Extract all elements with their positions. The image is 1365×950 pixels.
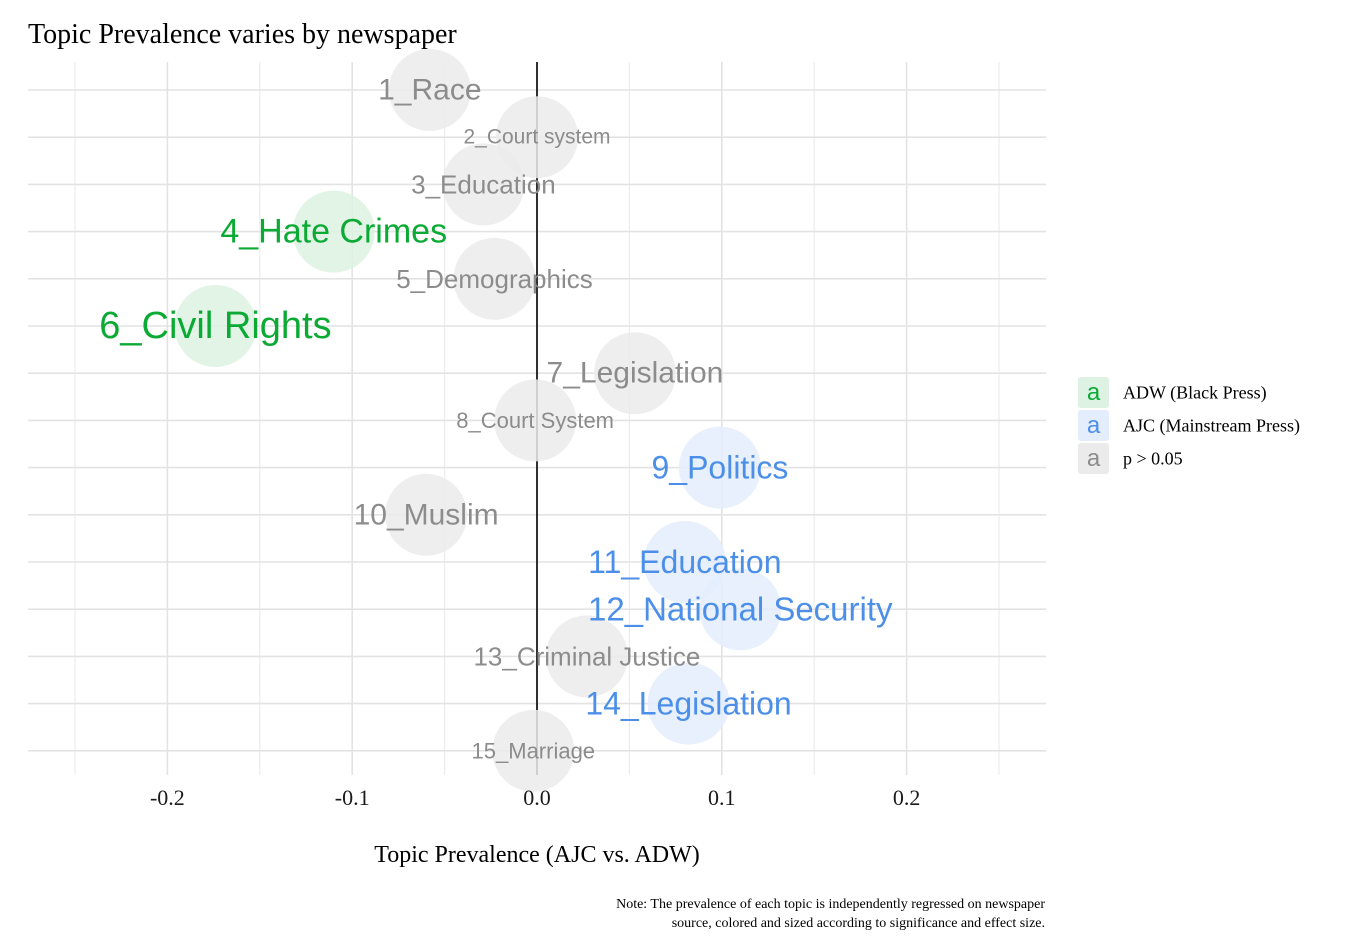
data-point-bubble bbox=[647, 662, 730, 745]
x-axis-label: Topic Prevalence (AJC vs. ADW) bbox=[374, 842, 700, 868]
data-point-label: 6_Civil Rights bbox=[99, 305, 331, 347]
x-tick-label: -0.1 bbox=[335, 785, 370, 810]
data-point-label: 11_Education bbox=[588, 544, 781, 580]
data-point-label: 14_Legislation bbox=[585, 686, 791, 722]
x-tick-label: -0.2 bbox=[150, 785, 185, 810]
data-point-label: 9_Politics bbox=[651, 450, 788, 486]
data-point-bubble bbox=[494, 379, 577, 462]
note-line-1: Note: The prevalence of each topic is in… bbox=[616, 897, 1045, 912]
data-point-label: 12_National Security bbox=[588, 591, 893, 628]
data-point-bubble bbox=[174, 285, 257, 367]
legend-label: ADW (Black Press) bbox=[1123, 383, 1267, 404]
data-point-bubble bbox=[385, 473, 468, 556]
legend-key bbox=[1078, 410, 1109, 441]
data-point-label: 10_Muslim bbox=[354, 498, 499, 531]
data-point-bubble bbox=[453, 237, 536, 320]
legend-key-glyph: a bbox=[1087, 379, 1101, 406]
x-tick-label: 0.1 bbox=[708, 785, 736, 810]
legend: a ADW (Black Press) a AJC (Mainstream Press… bbox=[1078, 377, 1300, 474]
data-point-label: 1_Race bbox=[378, 74, 481, 107]
legend-key-glyph: a bbox=[1087, 412, 1101, 439]
legend-label: AJC (Mainstream Press) bbox=[1123, 416, 1300, 437]
x-tick-label: 0.2 bbox=[893, 785, 921, 810]
data-point-bubble bbox=[678, 426, 761, 509]
data-point-bubble bbox=[699, 568, 782, 651]
data-point-label: 13_Criminal Justice bbox=[473, 641, 700, 671]
data-point-label: 7_Legislation bbox=[547, 357, 724, 390]
bubble-layer bbox=[174, 49, 782, 792]
data-point-label: 5_Demographics bbox=[396, 264, 593, 294]
data-point-label: 15_Marriage bbox=[472, 738, 596, 763]
x-tick-label: 0.0 bbox=[523, 785, 551, 810]
data-point-bubble bbox=[292, 190, 375, 273]
legend-key bbox=[1078, 377, 1109, 408]
x-axis-ticks: -0.2 -0.1 0.0 0.1 0.2 bbox=[150, 785, 920, 810]
legend-label: p > 0.05 bbox=[1123, 449, 1183, 469]
data-point-bubble bbox=[593, 332, 676, 415]
legend-key-glyph: a bbox=[1087, 445, 1101, 472]
data-point-label: 4_Hate Crimes bbox=[220, 213, 447, 251]
point-label-layer: 1_Race 2_Court system 3_Education 4_Hate Cr… bbox=[99, 74, 893, 764]
data-point-bubble bbox=[388, 49, 471, 131]
chart-title: Topic Prevalence varies by newspaper bbox=[28, 19, 457, 50]
data-point-bubble bbox=[643, 521, 726, 603]
data-point-bubble bbox=[492, 709, 575, 792]
data-point-bubble bbox=[545, 615, 628, 698]
data-point-bubble bbox=[442, 143, 525, 226]
data-point-label: 8_Court System bbox=[456, 408, 614, 433]
data-point-bubble bbox=[496, 96, 578, 179]
data-point-label: 3_Education bbox=[411, 169, 556, 199]
note-line-2: source, colored and sized according to s… bbox=[672, 916, 1045, 931]
data-point-label: 2_Court system bbox=[463, 126, 610, 149]
legend-key bbox=[1078, 443, 1109, 474]
